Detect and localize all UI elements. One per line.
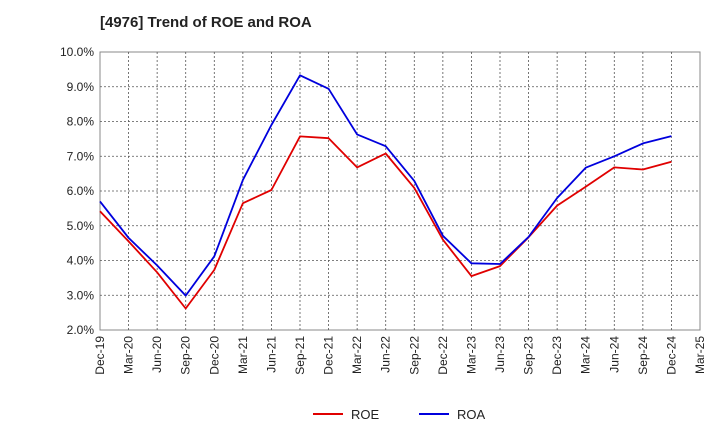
chart-title: [4976] Trend of ROE and ROA: [100, 14, 312, 31]
x-tick-label: Sep-24: [636, 336, 650, 375]
x-axis-ticks: Dec-19 Mar-20 Jun-20 Sep-20 Dec-20 Mar-21 Jun-…: [93, 336, 707, 375]
x-tick-label: Mar-24: [579, 336, 593, 374]
x-tick-label: Dec-19: [93, 336, 107, 375]
x-tick-label: Dec-23: [550, 336, 564, 375]
series-lines: [99, 74, 672, 310]
series-line-roa: [99, 74, 672, 297]
y-tick-label: 3.0%: [67, 288, 95, 302]
x-tick-label: Mar-25: [693, 336, 707, 374]
y-tick-label: 4.0%: [67, 254, 95, 268]
y-tick-label: 2.0%: [67, 323, 95, 337]
x-tick-label: Sep-21: [293, 336, 307, 375]
y-tick-label: 10.0%: [60, 45, 94, 59]
x-tick-label: Jun-21: [264, 336, 278, 373]
y-tick-label: 6.0%: [67, 184, 95, 198]
x-tick-label: Mar-21: [236, 336, 250, 374]
x-tick-label: Mar-23: [464, 336, 478, 374]
x-tick-label: Dec-20: [207, 336, 221, 375]
x-tick-label: Sep-20: [179, 336, 193, 375]
y-tick-label: 8.0%: [67, 115, 95, 129]
x-tick-label: Dec-22: [436, 336, 450, 375]
x-tick-label: Jun-23: [493, 336, 507, 373]
legend-label-roe: ROE: [351, 407, 380, 422]
x-tick-label: Dec-24: [664, 336, 678, 375]
x-tick-label: Sep-22: [407, 336, 421, 375]
x-tick-label: Jun-24: [607, 336, 621, 373]
series-line-roe: [99, 135, 672, 310]
x-tick-label: Sep-23: [522, 336, 536, 375]
x-tick-label: Jun-22: [379, 336, 393, 373]
y-tick-label: 9.0%: [67, 80, 95, 94]
legend: ROE ROA: [313, 407, 486, 422]
y-tick-label: 5.0%: [67, 219, 95, 233]
y-tick-label: 7.0%: [67, 149, 95, 163]
x-tick-label: Jun-20: [150, 336, 164, 373]
x-tick-label: Dec-21: [322, 336, 336, 375]
y-axis-ticks: 2.0% 3.0% 4.0% 5.0% 6.0% 7.0% 8.0% 9.0% 10.0%: [60, 45, 94, 337]
legend-label-roa: ROA: [457, 407, 486, 422]
x-tick-label: Mar-22: [350, 336, 364, 374]
x-tick-label: Mar-20: [122, 336, 136, 374]
grid-lines: [100, 52, 700, 330]
